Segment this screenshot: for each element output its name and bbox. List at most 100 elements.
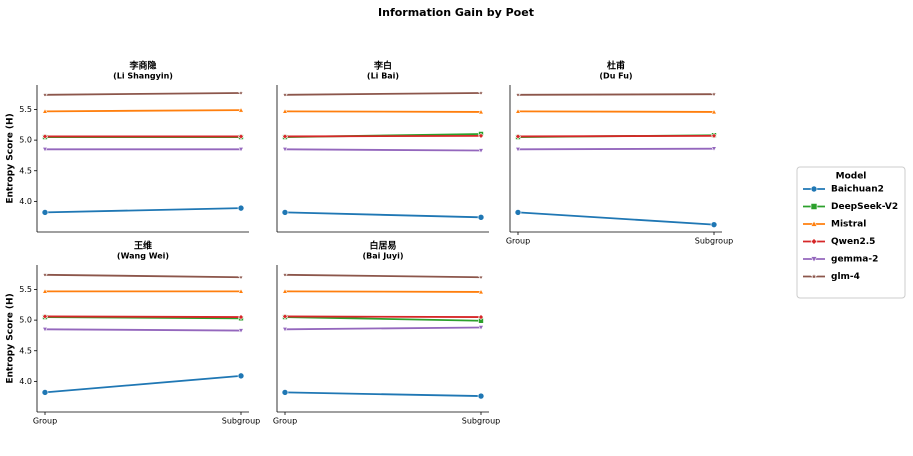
marker [41, 271, 49, 278]
panel-subtitle: (Wang Wei) [117, 252, 169, 261]
marker [281, 91, 289, 98]
marker [514, 91, 522, 98]
marker [514, 108, 522, 114]
x-tick-label: Group [506, 237, 530, 246]
marker [237, 147, 245, 153]
marker [710, 146, 718, 152]
marker [810, 203, 818, 210]
x-tick-label: Subgroup [222, 417, 260, 426]
marker [281, 288, 289, 294]
legend-label: gemma-2 [831, 255, 878, 265]
marker [710, 108, 718, 115]
marker [41, 389, 49, 396]
marker [515, 133, 521, 140]
marker [711, 132, 717, 139]
marker [42, 313, 48, 320]
marker [478, 132, 484, 139]
marker [237, 328, 245, 334]
panel-subtitle: (Bai Juyi) [363, 252, 404, 261]
marker [477, 108, 485, 115]
marker [477, 288, 485, 295]
legend-label: DeepSeek-V2 [831, 202, 898, 212]
marker [281, 389, 289, 396]
marker [281, 327, 289, 333]
marker [477, 148, 485, 154]
marker [237, 288, 245, 294]
x-tick-label: Group [273, 417, 297, 426]
series-line [517, 211, 715, 226]
y-tick-label: 5.5 [19, 105, 32, 114]
marker [282, 313, 288, 320]
marker [477, 392, 485, 400]
marker [41, 209, 49, 216]
series-line [517, 93, 715, 96]
marker [810, 220, 818, 227]
marker [477, 89, 485, 96]
legend: Model [796, 166, 906, 299]
marker [41, 288, 49, 294]
marker [41, 147, 49, 153]
marker [238, 314, 244, 320]
marker [281, 271, 289, 278]
panel-title: 李白 [373, 60, 392, 72]
y-tick-label: 4.5 [19, 166, 32, 175]
marker [281, 108, 289, 114]
y-tick-label: 4.0 [19, 377, 32, 386]
marker [282, 133, 288, 140]
legend-label: Qwen2.5 [831, 237, 875, 247]
marker [237, 273, 245, 280]
panel-subtitle: (Du Fu) [599, 72, 632, 81]
marker [42, 133, 48, 140]
series-line [517, 110, 715, 113]
legend-label: glm-4 [831, 272, 860, 282]
y-tick-label: 5.5 [19, 285, 32, 294]
series-line [44, 109, 242, 113]
marker [710, 221, 718, 228]
y-axis-label: Entropy Score (H) [6, 293, 16, 383]
series-line [284, 315, 482, 318]
series-line [284, 391, 482, 397]
series-line [44, 273, 242, 279]
series-line [284, 92, 482, 96]
marker [810, 272, 818, 280]
panel-title: 白居易 [369, 240, 396, 252]
x-tick-label: Group [33, 417, 57, 426]
y-axis-label: Entropy Score (H) [6, 113, 16, 203]
marker [810, 185, 818, 193]
panel-title: 李商隐 [128, 60, 156, 72]
panel-title: 王维 [134, 240, 152, 252]
figure-title: Information Gain by Poet [378, 6, 534, 19]
marker [710, 90, 718, 97]
marker [478, 314, 484, 320]
panel-subtitle: (Li Bai) [367, 72, 399, 81]
y-tick-label: 5.0 [19, 136, 32, 145]
series-line [284, 316, 482, 322]
series-line [44, 374, 242, 394]
series-line [44, 328, 242, 332]
series-line [44, 315, 242, 318]
marker [237, 372, 245, 380]
marker [41, 91, 49, 98]
series-line [284, 134, 482, 138]
series-line [284, 148, 482, 152]
marker [810, 256, 818, 263]
series-line [284, 326, 482, 331]
x-tick-label: Subgroup [462, 417, 500, 426]
marker [41, 108, 49, 114]
legend-label: Baichuan2 [831, 185, 884, 195]
marker [514, 209, 522, 216]
series-line [44, 92, 242, 96]
marker [237, 89, 245, 96]
series-line [284, 273, 482, 279]
marker [477, 273, 485, 280]
series-line [517, 147, 715, 151]
marker [237, 204, 245, 212]
y-tick-label: 4.5 [19, 346, 32, 355]
legend-label: Mistral [831, 220, 866, 230]
marker [281, 147, 289, 153]
series-line [44, 207, 242, 214]
marker [514, 147, 522, 153]
series-line [284, 290, 482, 293]
marker [41, 327, 49, 333]
marker [477, 214, 485, 221]
